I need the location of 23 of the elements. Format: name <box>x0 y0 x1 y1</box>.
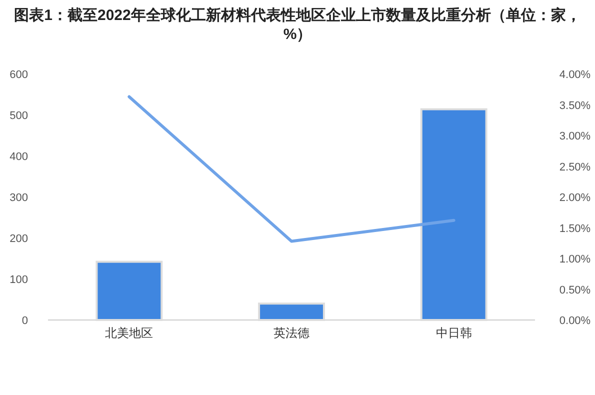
y2-tick-label: 4.00% <box>559 69 591 81</box>
y-tick-label: 200 <box>10 233 28 245</box>
y2-tick-label: 3.50% <box>559 100 591 112</box>
x-tick-label: 北美地区 <box>105 326 154 340</box>
y-tick-label: 100 <box>10 274 28 286</box>
y-tick-label: 0 <box>22 315 28 327</box>
y-tick-label: 500 <box>10 110 28 122</box>
y2-tick-label: 2.50% <box>559 161 591 174</box>
y2-tick-label: 1.50% <box>559 222 591 235</box>
chart-title: 图表1：截至2022年全球化工新材料代表性地区企业上市数量及比重分析（单位：家，%） <box>14 6 581 43</box>
bar <box>420 108 488 321</box>
bar <box>258 302 325 321</box>
y2-tick-label: 0.00% <box>559 315 591 327</box>
y-tick-label: 400 <box>10 151 28 163</box>
y2-tick-label: 2.00% <box>559 192 591 204</box>
y2-tick-label: 3.00% <box>559 130 591 142</box>
bar <box>96 260 163 321</box>
y2-tick-label: 0.50% <box>559 284 591 296</box>
y2-tick-label: 1.00% <box>559 254 591 266</box>
y-tick-label: 600 <box>10 69 28 81</box>
x-tick-label: 中日韩 <box>436 326 472 340</box>
x-tick-label: 英法德 <box>274 326 310 340</box>
y-tick-label: 300 <box>10 192 28 204</box>
